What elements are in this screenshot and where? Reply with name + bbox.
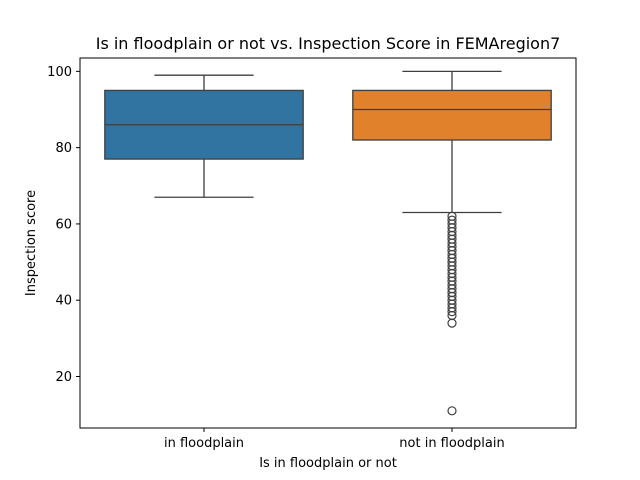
- x-axis-label: Is in floodplain or not: [259, 456, 397, 471]
- outlier-point-1-27: [447, 318, 457, 328]
- y-tick-label-100: 100: [47, 65, 72, 80]
- y-tick-label-60: 60: [55, 217, 72, 232]
- x-tick-label-1: not in floodplain: [399, 436, 504, 451]
- outlier-point-1-25: [447, 307, 457, 317]
- x-tick-label-0: in floodplain: [164, 436, 244, 451]
- plot-area-frame: [79, 57, 577, 429]
- plot-layer: 20 40 60 80 100 in floodplain not in floodplai…: [47, 65, 552, 451]
- box-1: [352, 89, 552, 141]
- y-axis-label: Inspection score: [24, 190, 39, 296]
- outlier-point-1-28: [447, 406, 457, 416]
- chart-title: Is in floodplain or not vs. Inspection S…: [96, 34, 561, 53]
- y-tick-label-40: 40: [55, 294, 72, 309]
- y-tick-label-20: 20: [55, 370, 72, 385]
- y-tick-label-80: 80: [55, 141, 72, 156]
